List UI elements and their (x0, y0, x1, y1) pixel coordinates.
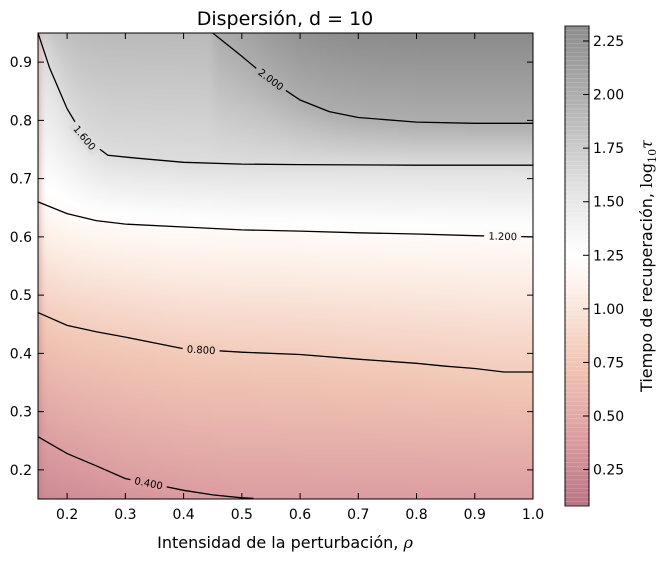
colorbar-tick-label: 0.50 (593, 409, 624, 425)
contour-line (38, 33, 533, 166)
contour-label: 0.800 (186, 344, 215, 357)
contour-line (212, 33, 533, 124)
colorbar-tick-label: 1.25 (593, 248, 624, 264)
x-tick-label: 0.3 (114, 507, 136, 523)
y-axis: 0.2 0.3 0.4 0.5 0.6 0.7 0.8 0.9 (10, 55, 533, 479)
contour-line (38, 201, 533, 238)
contour-label: 1.200 (488, 232, 517, 244)
colorbar-label: Tiempo de recuperación, log10τ (637, 139, 659, 393)
x-axis: 0.2 0.3 0.4 0.5 0.6 0.7 0.8 0.9 1.0 (56, 33, 544, 523)
y-tick-label: 0.3 (10, 405, 32, 421)
x-tick-label: 0.7 (347, 507, 369, 523)
x-tick-label: 0.6 (289, 507, 311, 523)
colorbar-tick-label: 1.50 (593, 195, 624, 211)
colorbar-tick-label: 2.00 (593, 88, 624, 104)
colorbar-tick-label: 2.25 (593, 34, 624, 50)
x-tick-label: 1.0 (522, 507, 544, 523)
plot-frame (37, 32, 534, 500)
x-tick-label: 0.8 (405, 507, 427, 523)
x-axis-label: Intensidad de la perturbación, ρ (157, 533, 413, 552)
y-tick-label: 0.5 (10, 288, 32, 304)
y-tick-label: 0.9 (10, 55, 32, 71)
colorbar-tick-label: 1.00 (593, 302, 624, 318)
colorbar: 0.25 0.50 0.75 1.00 1.25 1.50 1.75 2.00 2.25 (564, 25, 624, 507)
colorbar-tick-label: 1.75 (593, 141, 624, 157)
x-tick-label: 0.4 (172, 507, 194, 523)
colorbar-tick-label: 0.25 (593, 463, 624, 479)
x-tick-label: 0.2 (56, 507, 78, 523)
y-tick-label: 0.8 (10, 113, 32, 129)
y-tick-label: 0.7 (10, 172, 32, 188)
colorbar-tick-label: 0.75 (593, 355, 624, 371)
x-tick-label: 0.5 (231, 507, 253, 523)
x-tick-label: 0.9 (464, 507, 486, 523)
y-tick-label: 0.6 (10, 230, 32, 246)
y-tick-label: 0.4 (10, 346, 32, 362)
contour-line (38, 312, 533, 373)
chart-title: Dispersión, d = 10 (197, 8, 374, 30)
y-tick-label: 0.2 (10, 463, 32, 479)
